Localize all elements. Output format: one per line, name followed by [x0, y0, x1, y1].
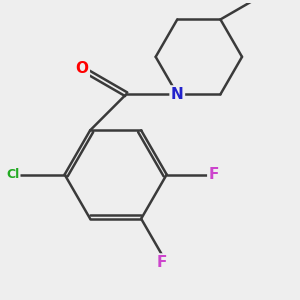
Text: N: N — [171, 87, 184, 102]
Text: O: O — [76, 61, 88, 76]
Text: Cl: Cl — [6, 168, 19, 181]
Text: F: F — [208, 167, 219, 182]
Text: F: F — [157, 255, 167, 270]
